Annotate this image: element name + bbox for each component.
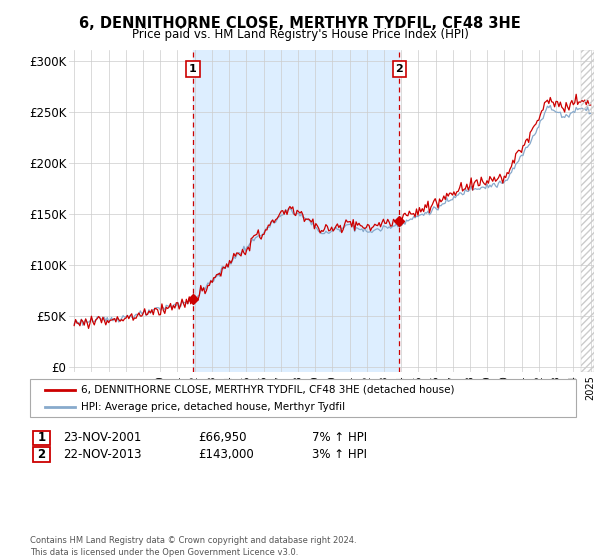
- Text: Contains HM Land Registry data © Crown copyright and database right 2024.
This d: Contains HM Land Registry data © Crown c…: [30, 536, 356, 557]
- Text: 2: 2: [37, 448, 46, 461]
- Text: 6, DENNITHORNE CLOSE, MERTHYR TYDFIL, CF48 3HE: 6, DENNITHORNE CLOSE, MERTHYR TYDFIL, CF…: [79, 16, 521, 31]
- Text: £66,950: £66,950: [198, 431, 247, 445]
- Text: HPI: Average price, detached house, Merthyr Tydfil: HPI: Average price, detached house, Mert…: [81, 402, 345, 412]
- Text: 1: 1: [189, 64, 197, 74]
- Text: 22-NOV-2013: 22-NOV-2013: [63, 448, 142, 461]
- Text: £143,000: £143,000: [198, 448, 254, 461]
- Text: 3% ↑ HPI: 3% ↑ HPI: [312, 448, 367, 461]
- Text: Price paid vs. HM Land Registry's House Price Index (HPI): Price paid vs. HM Land Registry's House …: [131, 28, 469, 41]
- Bar: [193, 50, 400, 372]
- Text: 1: 1: [37, 431, 46, 445]
- Text: 7% ↑ HPI: 7% ↑ HPI: [312, 431, 367, 445]
- Text: 23-NOV-2001: 23-NOV-2001: [63, 431, 142, 445]
- Text: 6, DENNITHORNE CLOSE, MERTHYR TYDFIL, CF48 3HE (detached house): 6, DENNITHORNE CLOSE, MERTHYR TYDFIL, CF…: [81, 385, 455, 395]
- Text: 2: 2: [395, 64, 403, 74]
